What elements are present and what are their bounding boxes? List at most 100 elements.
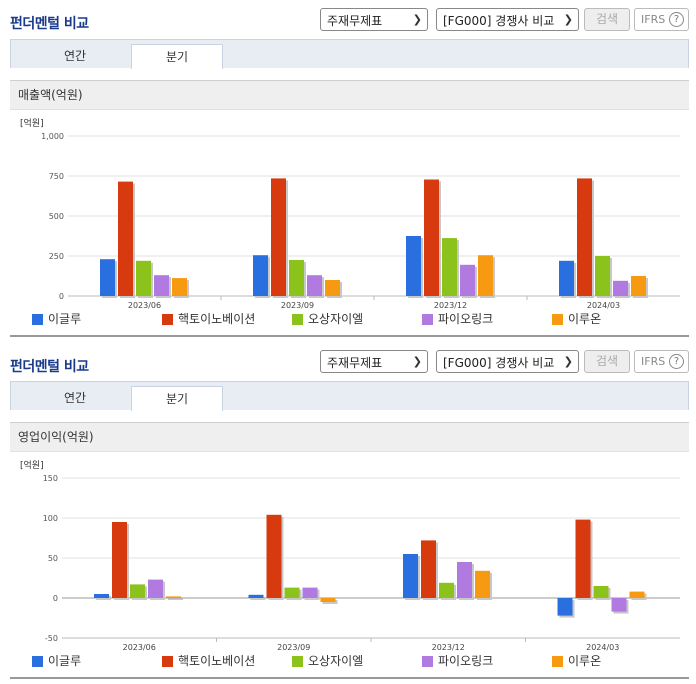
y-tick-label: 500: [49, 212, 64, 221]
search-button[interactable]: 검색: [584, 8, 630, 31]
bar: [595, 256, 610, 296]
legend-swatch: [32, 314, 43, 325]
legend-swatch: [552, 314, 563, 325]
bar: [475, 570, 490, 598]
ifrs-label: IFRS: [641, 13, 666, 26]
ifrs-button[interactable]: IFRS ?: [634, 350, 689, 373]
bar: [557, 598, 573, 616]
statement-select[interactable]: 주재무제표 ❯: [320, 8, 428, 31]
legend-label: 이루온: [568, 312, 602, 326]
bar: [172, 278, 187, 296]
statement-select[interactable]: 주재무제표 ❯: [320, 350, 428, 373]
revenue-chart: [억원] 0 250 500 750 1,000 2023/06 2023/09 2023/12…: [20, 117, 680, 310]
search-button[interactable]: 검색: [584, 350, 630, 373]
bar: [613, 280, 628, 296]
bar: [302, 587, 318, 598]
bar: [577, 178, 592, 296]
tab-annual[interactable]: 연간: [63, 391, 87, 405]
bar-shadow: [168, 598, 183, 600]
legend-swatch: [552, 656, 563, 667]
x-tick-label: 2023/09: [277, 643, 310, 652]
help-icon[interactable]: ?: [669, 354, 684, 369]
bar: [424, 179, 439, 296]
legend-label: 파이오링크: [438, 654, 494, 668]
bar: [154, 275, 169, 296]
y-tick-label: -50: [45, 634, 58, 643]
panel-revenue: 펀더멘털 비교 주재무제표 ❯ [FG000] 경쟁사 비교 ❯ 검색 IFRS…: [10, 8, 689, 337]
bar: [421, 540, 436, 598]
peer-select[interactable]: [FG000] 경쟁사 비교 ❯: [436, 350, 579, 373]
statement-select-value: 주재무제표: [327, 14, 383, 28]
legend-label: 오상자이엘: [308, 654, 364, 668]
operating-profit-chart: [억원] -50 0 50 100 150 2023/06 2023/09 2023/12 202…: [20, 459, 680, 652]
panel-operating-profit: 펀더멘털 비교 주재무제표 ❯ [FG000] 경쟁사 비교 ❯ 검색 IFRS…: [0, 342, 696, 684]
x-tick-label: 2024/03: [587, 301, 620, 310]
x-tick-label: 2023/09: [281, 301, 314, 310]
legend-swatch: [422, 656, 433, 667]
bar: [629, 591, 645, 598]
legend-item[interactable]: 오상자이엘: [292, 312, 363, 328]
legend-swatch: [292, 314, 303, 325]
x-tick-label: 2024/03: [586, 643, 619, 652]
y-tick-label: 1,000: [41, 132, 64, 141]
x-tick-label: 2023/06: [123, 643, 156, 652]
tab-annual[interactable]: 연간: [63, 49, 87, 63]
legend-item[interactable]: 핵토이노베이션: [162, 312, 255, 328]
legend-label: 핵토이노베이션: [178, 312, 256, 326]
bar: [320, 598, 336, 602]
legend-item[interactable]: 이루온: [552, 312, 601, 328]
bar: [136, 260, 151, 296]
bar: [457, 562, 472, 598]
x-tick-label: 2023/12: [432, 643, 465, 652]
ifrs-label: IFRS: [641, 355, 666, 368]
chart-subheading: 매출액(억원): [10, 80, 689, 110]
bar: [271, 178, 286, 296]
y-axis-unit: [억원]: [20, 459, 44, 471]
legend-item[interactable]: 이루온: [552, 654, 601, 670]
bar-shadow: [250, 596, 266, 600]
ifrs-button[interactable]: IFRS ?: [634, 8, 689, 31]
chart-legend: 이글루 핵토이노베이션 오상자이엘 파이오링크 이루온: [10, 654, 689, 670]
y-tick-label: 750: [49, 172, 64, 181]
bar: [118, 181, 133, 296]
legend-label: 파이오링크: [438, 312, 494, 326]
legend-item[interactable]: 오상자이엘: [292, 654, 363, 670]
peer-select-value: [FG000] 경쟁사 비교: [443, 356, 555, 370]
legend-swatch: [292, 656, 303, 667]
bar: [112, 522, 127, 598]
x-tick-label: 2023/12: [434, 301, 467, 310]
help-icon[interactable]: ?: [669, 12, 684, 27]
legend-label: 오상자이엘: [308, 312, 364, 326]
peer-select-value: [FG000] 경쟁사 비교: [443, 14, 555, 28]
chevron-down-icon: ❯: [412, 355, 422, 368]
bar: [130, 584, 145, 598]
divider: [10, 677, 689, 679]
tab-quarterly[interactable]: 분기: [131, 44, 223, 69]
bar: [100, 259, 115, 296]
legend-item[interactable]: 이글루: [32, 312, 81, 328]
y-tick-label: 0: [59, 292, 64, 301]
y-tick-label: 100: [43, 514, 58, 523]
period-tabs: 연간 분기: [10, 381, 689, 411]
y-tick-label: 250: [49, 252, 64, 261]
bar: [575, 519, 591, 598]
bar: [593, 586, 609, 598]
bar: [248, 594, 264, 598]
bar: [148, 579, 163, 598]
legend-item[interactable]: 이글루: [32, 654, 81, 670]
legend-item[interactable]: 핵토이노베이션: [162, 654, 255, 670]
legend-label: 이글루: [48, 312, 82, 326]
bar: [478, 255, 493, 296]
legend-item[interactable]: 파이오링크: [422, 654, 493, 670]
legend-swatch: [162, 656, 173, 667]
tab-quarterly[interactable]: 분기: [131, 386, 223, 411]
legend-label: 이글루: [48, 654, 82, 668]
legend-swatch: [162, 314, 173, 325]
y-tick-label: 50: [48, 554, 58, 563]
chart-legend: 이글루 핵토이노베이션 오상자이엘 파이오링크 이루온: [10, 312, 689, 328]
legend-item[interactable]: 파이오링크: [422, 312, 493, 328]
chevron-down-icon: ❯: [563, 13, 573, 26]
bar: [439, 582, 454, 598]
peer-select[interactable]: [FG000] 경쟁사 비교 ❯: [436, 8, 579, 31]
y-tick-label: 150: [43, 474, 58, 483]
